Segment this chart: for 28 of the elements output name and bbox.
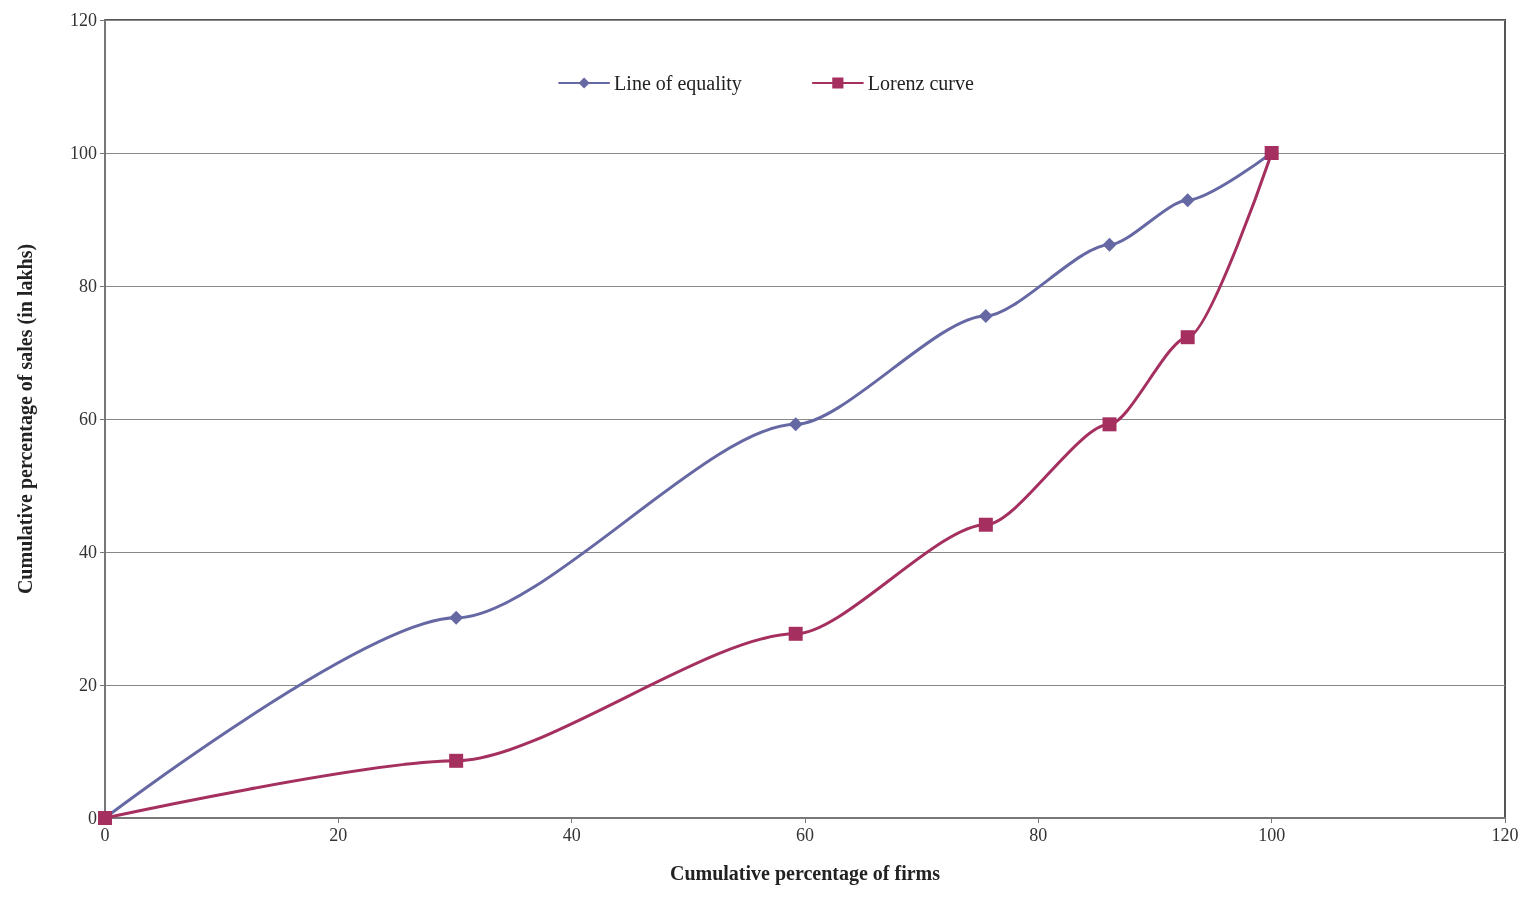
point <box>788 417 803 432</box>
point <box>1102 237 1117 252</box>
point <box>978 517 993 532</box>
x-tick-label: 0 <box>100 825 110 845</box>
x-tick-label: 40 <box>562 825 581 845</box>
x-tick-label: 100 <box>1258 825 1286 845</box>
y-tick-label: 120 <box>70 10 97 30</box>
point <box>978 308 993 323</box>
y-tick-label: 80 <box>79 276 97 296</box>
y-tick-label: 100 <box>70 143 97 163</box>
y-tick-label: 40 <box>79 542 97 562</box>
y-tick-label: 60 <box>79 409 97 429</box>
point <box>1180 330 1195 345</box>
point <box>788 626 803 641</box>
x-tick-label: 20 <box>329 825 348 845</box>
point <box>449 753 464 768</box>
x-tick-label: 80 <box>1029 825 1048 845</box>
point <box>449 610 464 625</box>
x-axis-title: Cumulative percentage of firms <box>669 862 941 885</box>
legend-label: Lorenz curve <box>867 72 975 94</box>
y-axis-title: Cumulative percentage of sales (in lakhs) <box>14 243 37 595</box>
y-tick-label: 20 <box>79 675 97 695</box>
legend-label: Line of equality <box>614 72 742 95</box>
x-tick-label: 120 <box>1491 825 1519 845</box>
point <box>1180 193 1195 208</box>
point <box>1102 417 1117 432</box>
y-tick-label: 0 <box>88 808 97 828</box>
x-tick-label: 60 <box>796 825 814 845</box>
